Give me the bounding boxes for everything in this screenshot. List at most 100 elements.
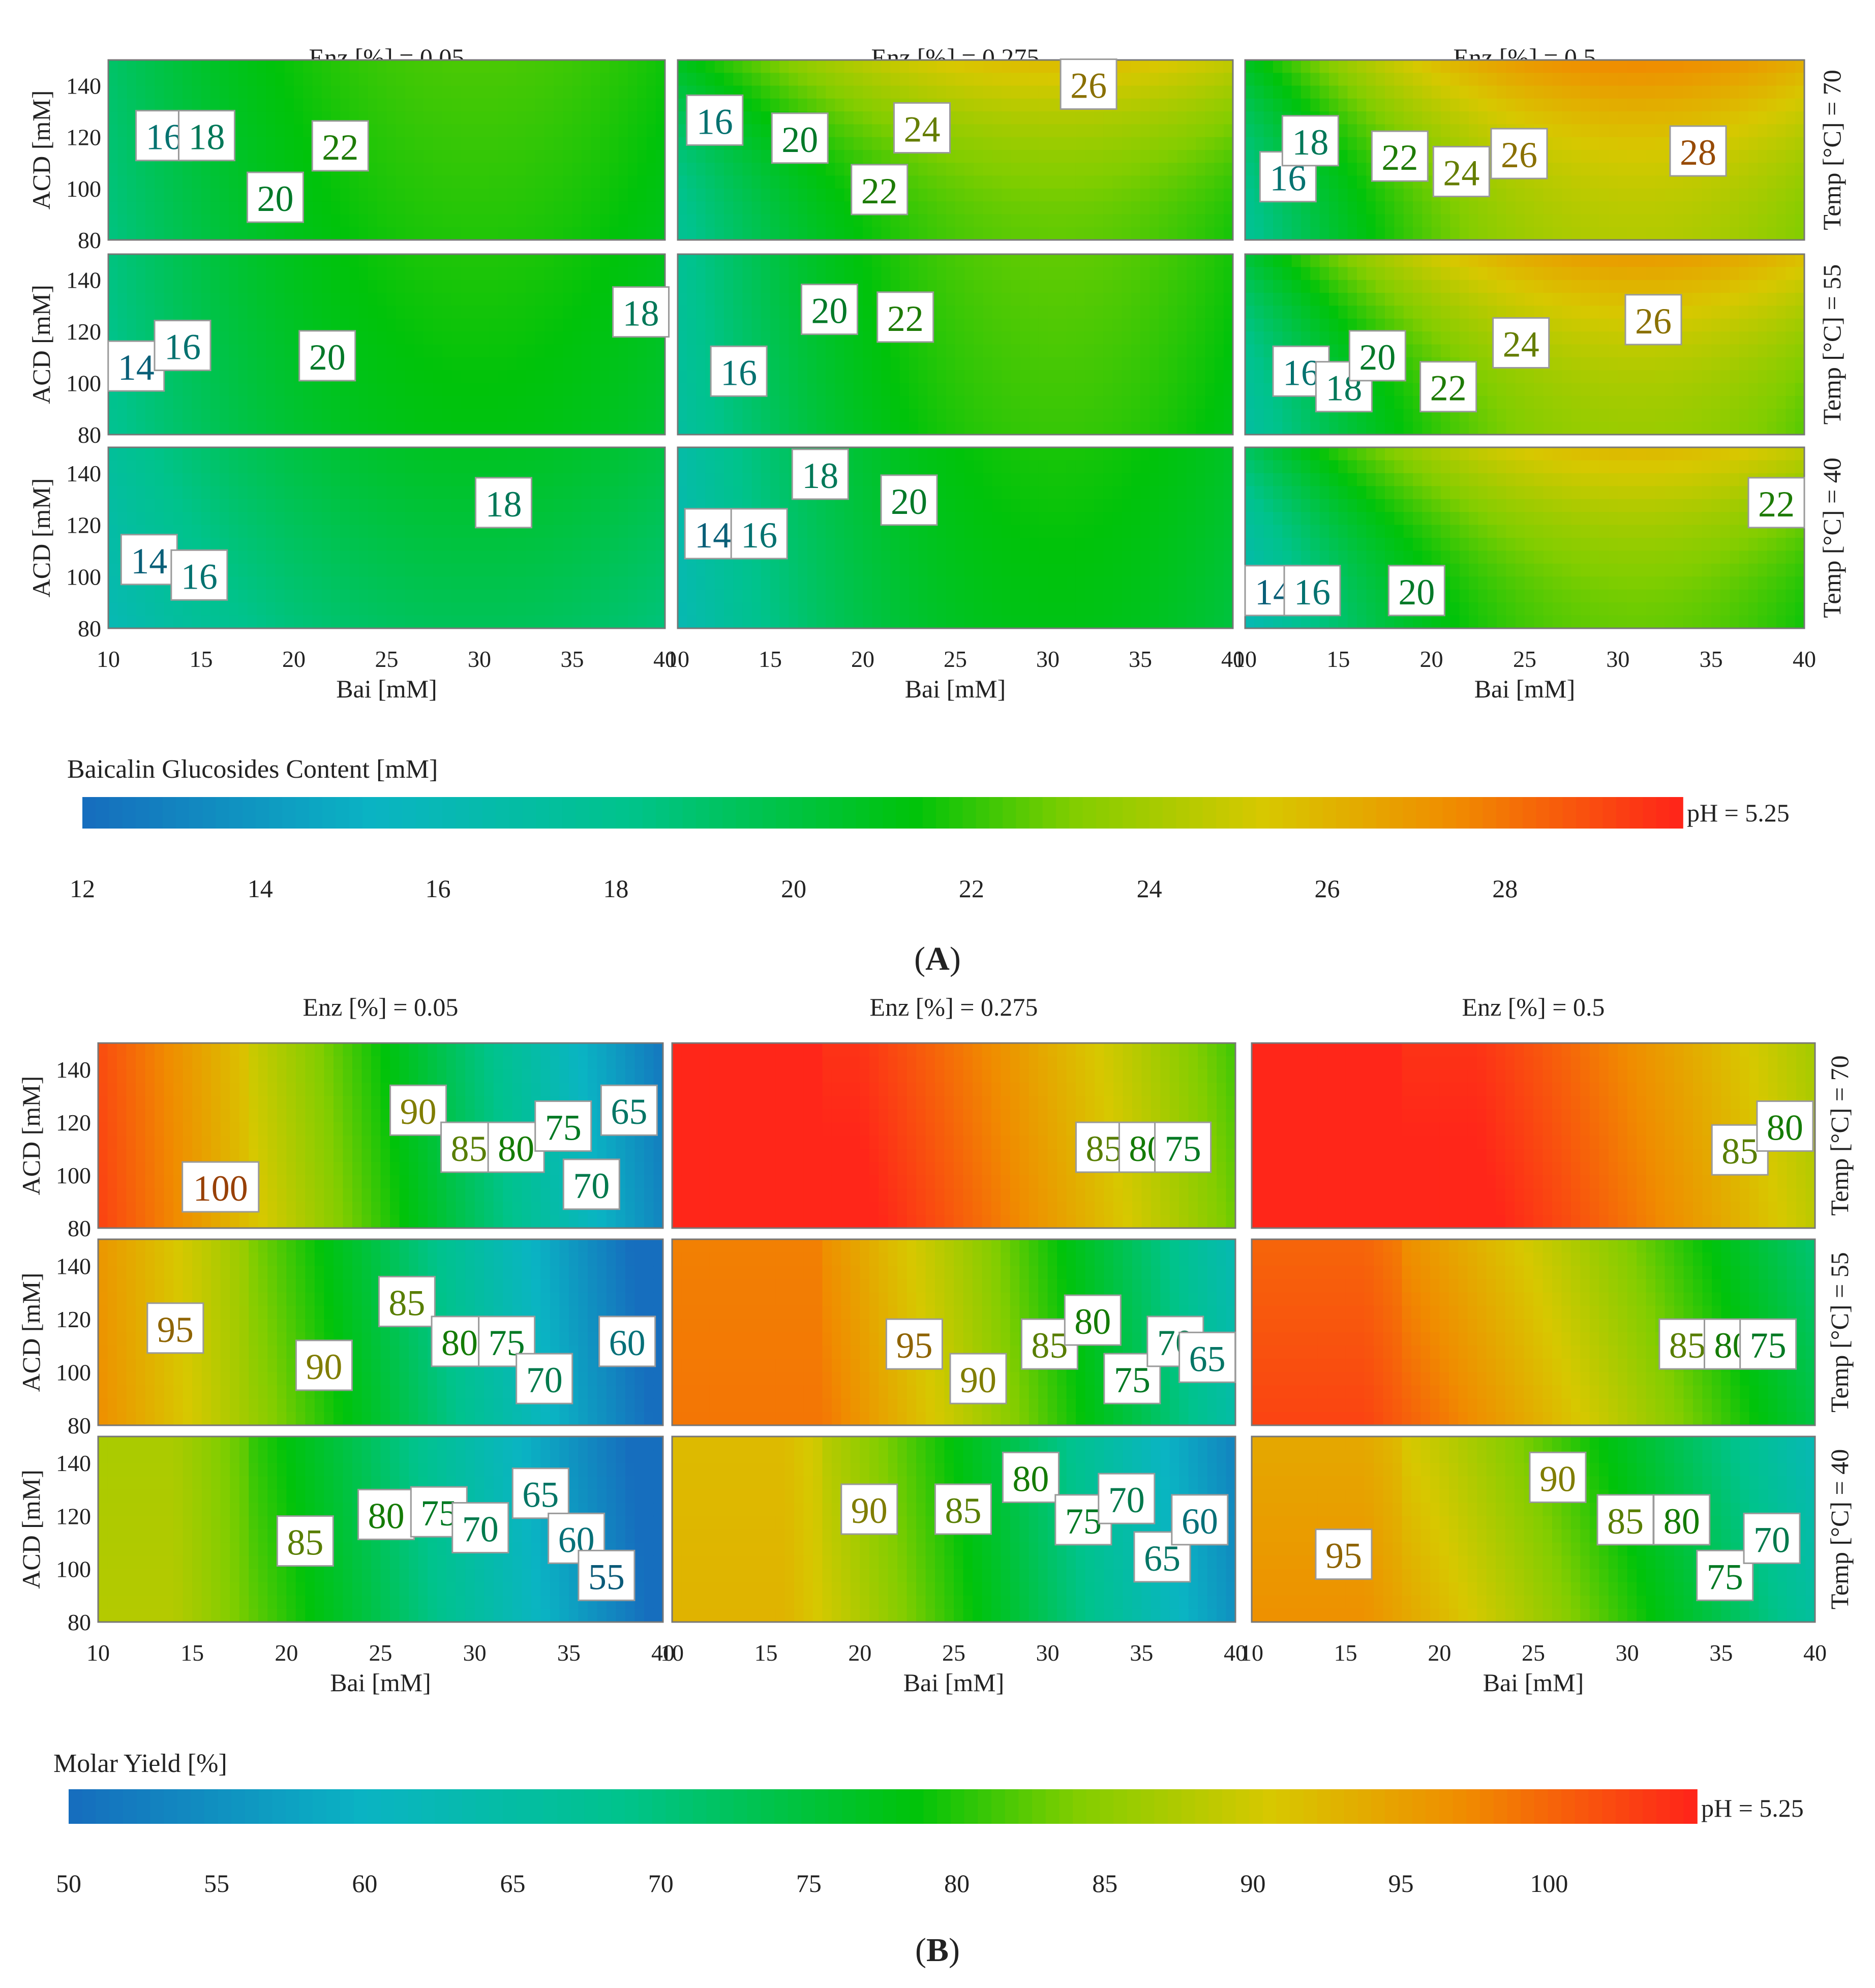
contour-cell: [498, 176, 508, 189]
contour-cell: [526, 201, 535, 215]
contour-cell: [554, 124, 563, 137]
contour-cell: [770, 189, 780, 202]
contour-cell: [1739, 60, 1749, 73]
contour-cell: [1609, 86, 1618, 99]
contour-cell: [1469, 111, 1478, 125]
contour-cell: [155, 267, 164, 280]
contour-cell: [210, 370, 220, 383]
contour-cell: [891, 214, 900, 227]
contour-cell: [1571, 150, 1581, 163]
contour-cell: [117, 227, 127, 240]
contour-cell: [1348, 201, 1357, 215]
contour-cell: [350, 73, 359, 86]
contour-cell: [1254, 111, 1264, 125]
contour-cell: [1057, 137, 1067, 150]
contour-cell: [1264, 99, 1274, 112]
contour-cell: [248, 227, 257, 240]
contour-cell: [647, 214, 656, 227]
contour-cell: [1795, 227, 1805, 240]
contour-cell: [789, 99, 798, 112]
contour-cell: [1404, 60, 1413, 73]
contour-cell: [1205, 163, 1215, 176]
contour-cell: [1711, 227, 1721, 240]
contour-cell: [835, 73, 844, 86]
contour-cell: [498, 111, 508, 125]
contour-cell: [1338, 189, 1348, 202]
contour-cell: [1357, 60, 1367, 73]
contour-cell: [442, 60, 452, 73]
contour-label: 28: [1670, 126, 1726, 176]
contour-cell: [1057, 176, 1067, 189]
contour-cell: [591, 163, 600, 176]
contour-cell: [1177, 189, 1187, 202]
contour-cell: [461, 60, 471, 73]
contour-cell: [1159, 60, 1168, 73]
contour-cell: [405, 111, 415, 125]
contour-label-text: 28: [1680, 132, 1716, 173]
contour-cell: [927, 214, 937, 227]
contour-cell: [220, 383, 229, 396]
contour-cell: [1506, 73, 1516, 86]
contour-cell: [1506, 201, 1516, 215]
contour-cell: [1292, 214, 1302, 227]
contour-cell: [881, 150, 891, 163]
contour-cell: [1739, 150, 1749, 163]
contour-cell: [192, 99, 201, 112]
contour-cell: [276, 227, 285, 240]
contour-cell: [1150, 124, 1159, 137]
contour-cell: [1196, 73, 1205, 86]
contour-cell: [535, 99, 545, 112]
contour-cell: [1205, 227, 1215, 240]
contour-cell: [535, 86, 545, 99]
contour-cell: [1039, 99, 1048, 112]
contour-cell: [816, 163, 826, 176]
contour-cell: [1618, 99, 1627, 112]
contour-cell: [835, 163, 844, 176]
contour-cell: [937, 189, 947, 202]
contour-cell: [1085, 176, 1095, 189]
contour-cell: [526, 99, 535, 112]
contour-cell: [1177, 73, 1187, 86]
contour-cell: [1441, 99, 1450, 112]
contour-cell: [1702, 73, 1711, 86]
contour-cell: [359, 201, 369, 215]
contour-cell: [1011, 189, 1020, 202]
contour-cell: [1516, 214, 1525, 227]
contour-cell: [1159, 214, 1168, 227]
contour-cell: [1748, 201, 1758, 215]
contour-cell: [1273, 111, 1283, 125]
contour-cell: [294, 137, 304, 150]
contour-cell: [591, 73, 600, 86]
contour-cell: [826, 73, 835, 86]
contour-cell: [164, 396, 174, 409]
contour-cell: [619, 99, 628, 112]
contour-cell: [220, 176, 229, 189]
contour-cell: [136, 99, 146, 112]
contour-cell: [285, 137, 294, 150]
contour-cell: [155, 227, 164, 240]
contour-cell: [974, 86, 983, 99]
contour-cell: [1478, 124, 1488, 137]
contour-cell: [1469, 99, 1478, 112]
contour-cell: [396, 163, 406, 176]
contour-cell: [900, 86, 910, 99]
contour-cell: [1030, 189, 1039, 202]
contour-cell: [136, 293, 146, 306]
contour-cell: [1590, 124, 1599, 137]
contour-cell: [1205, 86, 1215, 99]
contour-cell: [826, 214, 835, 227]
contour-cell: [1627, 111, 1637, 125]
contour-cell: [1562, 111, 1571, 125]
contour-cell: [1039, 176, 1048, 189]
contour-cell: [155, 60, 164, 73]
contour-cell: [1720, 111, 1730, 125]
contour-cell: [1048, 60, 1057, 73]
contour-cell: [1122, 60, 1132, 73]
contour-cell: [1590, 137, 1599, 150]
contour-cell: [1758, 73, 1767, 86]
contour-cell: [1196, 137, 1205, 150]
contour-cell: [1450, 201, 1460, 215]
contour-cell: [1292, 227, 1302, 240]
contour-cell: [696, 176, 706, 189]
contour-cell: [1094, 176, 1104, 189]
